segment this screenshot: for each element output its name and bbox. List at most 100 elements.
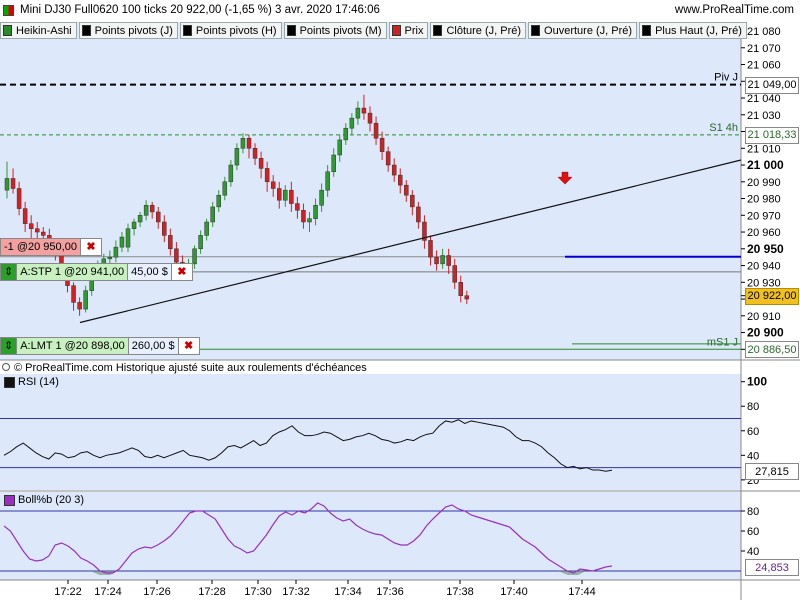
pivot-price-box: 21 018,33 [745, 126, 799, 144]
legend-swatch-icon [81, 25, 91, 36]
close-icon[interactable]: ✖ [171, 263, 192, 280]
price-tick-label: 20 970 [747, 210, 781, 222]
rsi-line [3, 419, 613, 472]
candle-body [234, 148, 240, 166]
candle-body [168, 235, 173, 250]
candle-body [349, 117, 355, 129]
candle-body [422, 221, 427, 241]
legend-item[interactable]: Prix [388, 22, 429, 39]
price-tick-label: 21 060 [747, 60, 781, 72]
price-tick-label: 20 950 [747, 242, 784, 256]
brand-url[interactable]: www.ProRealTime.com [674, 4, 794, 16]
time-tick-label: 17:34 [334, 586, 362, 598]
candle-body [434, 256, 439, 265]
boll-tick-label: 80 [747, 506, 759, 518]
candle-body [41, 231, 46, 236]
candle-body [404, 184, 409, 196]
legend-label: Heikin-Ashi [16, 24, 72, 37]
stop-order-box[interactable]: ⇕ A:STP 1 @20 941,00 45,00 $ ✖ [0, 262, 193, 281]
boll-title: Boll%b (20 3) [4, 494, 84, 506]
candle-body [228, 164, 234, 183]
drag-handle-icon[interactable]: ⇕ [1, 263, 18, 280]
time-tick-label: 17:30 [244, 586, 272, 598]
candle-body [325, 171, 330, 191]
candle-body [258, 158, 264, 169]
candle-body [162, 221, 167, 236]
candle-body [174, 248, 179, 263]
candle-body [355, 107, 361, 119]
candle-body [4, 178, 10, 191]
stop-order-label: A:STP 1 @20 941,00 [17, 263, 129, 280]
candle-body [28, 223, 34, 229]
instrument-icon [3, 5, 14, 16]
price-tick-label: 20 900 [747, 326, 784, 340]
candle-body [131, 221, 137, 229]
candle-body [16, 188, 22, 209]
time-tick-label: 17:44 [568, 586, 596, 598]
sell-order-label: -1 @20 950,00 [1, 238, 81, 255]
candle-body [331, 154, 336, 172]
title-bar: Mini DJ30 Full0620 100 ticks 20 922,00 (… [0, 0, 800, 23]
candle-body [216, 194, 221, 208]
rsi-title: RSI (14) [4, 376, 59, 388]
candle-body [343, 127, 349, 141]
boll-oversold-fill [90, 571, 118, 575]
candle-body [192, 248, 197, 265]
legend-swatch-icon [182, 25, 192, 36]
pivot-price-box: 20 886,50 [745, 341, 799, 359]
legend-item[interactable]: Ouverture (J, Pré) [528, 22, 638, 39]
candle-body [277, 188, 282, 201]
boll-tick-label: 40 [747, 546, 759, 558]
limit-order-amount: 260,00 $ [128, 337, 179, 354]
window-title: Mini DJ30 Full0620 100 ticks 20 922,00 (… [20, 4, 380, 16]
rsi-tick-label: 100 [747, 375, 767, 389]
legend-item[interactable]: Points pivots (H) [179, 22, 282, 39]
legend-label: Points pivots (J) [94, 24, 173, 37]
candle-body [337, 139, 342, 156]
candle-body [289, 189, 294, 204]
indicator-legend: Heikin-Ashi Points pivots (J) Points pivot… [0, 22, 747, 39]
legend-label: Points pivots (H) [195, 24, 277, 37]
candle-body [446, 255, 451, 266]
candle-body [149, 204, 155, 213]
trend-line [79, 159, 742, 324]
close-icon[interactable]: ✖ [178, 337, 199, 354]
boll-value-box: 24,853 [745, 559, 799, 577]
legend-item[interactable]: Clôture (J, Pré) [430, 22, 527, 39]
legend-item[interactable]: Heikin-Ashi [0, 22, 77, 39]
source-note: © ProRealTime.com Historique ajusté suit… [14, 362, 367, 374]
drag-handle-icon[interactable]: ⇕ [1, 337, 18, 354]
candle-body [137, 215, 143, 223]
candle-body [379, 137, 385, 152]
legend-item[interactable]: Points pivots (J) [78, 22, 178, 39]
candle-body [319, 189, 324, 206]
candle-body [22, 208, 28, 224]
legend-swatch-icon [286, 25, 296, 36]
price-tick-label: 21 010 [747, 143, 781, 155]
rsi-tick-label: 40 [747, 450, 759, 462]
candle-body [77, 302, 82, 310]
legend-item[interactable]: Points pivots (M) [283, 22, 387, 39]
rsi-title-label: RSI (14) [18, 376, 59, 388]
legend-item[interactable]: Plus Haut (J, Pré) [639, 22, 747, 39]
candle-body [240, 137, 246, 149]
candle-body [452, 265, 457, 283]
legend-label: Prix [404, 24, 424, 37]
candle-body [198, 235, 203, 250]
candle-body [246, 137, 252, 149]
candle-body [301, 210, 306, 223]
candle-body [428, 240, 433, 258]
limit-order-box[interactable]: ⇕ A:LMT 1 @20 898,00 260,00 $ ✖ [0, 336, 200, 355]
price-tick-label: 21 000 [747, 158, 784, 172]
candle-body [398, 174, 403, 186]
price-tick-label: 21 040 [747, 93, 781, 105]
stop-order-amount: 45,00 $ [128, 263, 172, 280]
info-icon [2, 363, 10, 371]
time-tick-label: 17:24 [94, 586, 122, 598]
candle-body [71, 285, 76, 303]
candle-body [416, 206, 421, 223]
close-icon[interactable]: ✖ [80, 238, 101, 255]
sell-order-box[interactable]: -1 @20 950,00 ✖ [0, 237, 102, 256]
candle-body [464, 295, 470, 300]
